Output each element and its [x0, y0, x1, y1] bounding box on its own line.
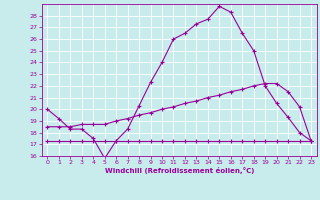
X-axis label: Windchill (Refroidissement éolien,°C): Windchill (Refroidissement éolien,°C)	[105, 167, 254, 174]
